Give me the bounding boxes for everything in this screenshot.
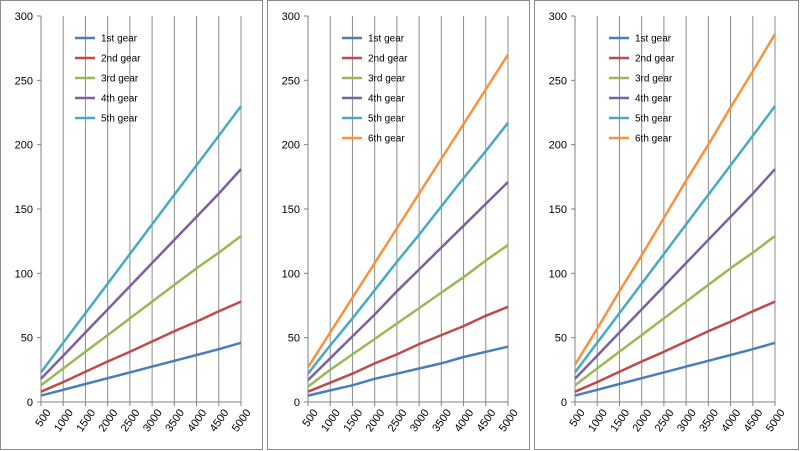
x-tick-label: 4000 bbox=[185, 407, 209, 434]
legend-label: 1st gear bbox=[635, 34, 672, 45]
y-tick-label: 200 bbox=[282, 140, 300, 152]
y-tick-label: 250 bbox=[15, 75, 33, 87]
series-line-4th-gear bbox=[40, 168, 242, 380]
x-tick-label: 3500 bbox=[430, 407, 454, 434]
line-chart-2: 0 50 100 150 200 250 300 5001000150020002500300… bbox=[282, 11, 521, 434]
x-tick-label: 4000 bbox=[452, 407, 476, 434]
legend-label: 5th gear bbox=[101, 114, 138, 125]
x-tick-label: 4000 bbox=[719, 407, 743, 434]
series-line-3rd-gear bbox=[40, 235, 242, 387]
legend-label: 1st gear bbox=[101, 34, 138, 45]
x-tick-label: 2500 bbox=[119, 407, 143, 434]
y-tick-label: 100 bbox=[282, 268, 300, 280]
y-tick-label: 150 bbox=[15, 204, 33, 216]
y-tick-label: 250 bbox=[549, 75, 567, 87]
y-tick-label: 0 bbox=[561, 397, 567, 409]
x-tick-label: 1000 bbox=[586, 407, 610, 434]
legend-label: 6th gear bbox=[368, 134, 405, 145]
x-tick-label: 1500 bbox=[341, 407, 365, 434]
series-line-6th-gear bbox=[573, 33, 777, 366]
x-tick-label: 2000 bbox=[97, 407, 121, 434]
legend-label: 4th gear bbox=[101, 94, 138, 105]
chart-panel-1: 0 50 100 150 200 250 300 500 1000 1500 2000 2500 300… bbox=[0, 0, 263, 450]
y-tick-label: 50 bbox=[555, 333, 567, 345]
series-line-5th-gear bbox=[573, 105, 777, 374]
x-tick-label: 5000 bbox=[497, 407, 521, 434]
legend-label: 3rd gear bbox=[101, 74, 139, 85]
y-tick-label: 300 bbox=[15, 11, 33, 23]
legend-label: 4th gear bbox=[635, 94, 672, 105]
chart-panel-2: 0 50 100 150 200 250 300 500 1000 1500 2000 2500 300… bbox=[267, 0, 530, 450]
y-tick-label: 250 bbox=[282, 75, 300, 87]
series-line-6th-gear bbox=[306, 53, 510, 368]
legend-label: 4th gear bbox=[368, 94, 405, 105]
x-tick-label: 1000 bbox=[52, 407, 76, 434]
x-tick-label: 3500 bbox=[697, 407, 721, 434]
y-tick-label: 150 bbox=[282, 204, 300, 216]
x-tick-label: 4500 bbox=[208, 407, 232, 434]
x-tick-label: 3000 bbox=[675, 407, 699, 434]
series-line-3rd-gear bbox=[574, 235, 776, 387]
y-tick-label: 100 bbox=[549, 268, 567, 280]
x-tick-label: 3000 bbox=[408, 407, 432, 434]
series-line-2nd-gear bbox=[307, 305, 509, 393]
x-tick-label: 1000 bbox=[319, 407, 343, 434]
x-tick-label: 5000 bbox=[230, 407, 254, 434]
series-line-5th-gear bbox=[39, 105, 243, 374]
y-tick-label: 0 bbox=[294, 397, 300, 409]
y-tick-label: 200 bbox=[549, 140, 567, 152]
series-line-5th-gear bbox=[307, 122, 509, 375]
x-tick-label: 2500 bbox=[653, 407, 677, 434]
series-line-4th-gear bbox=[574, 168, 776, 380]
y-tick-label: 200 bbox=[15, 140, 33, 152]
x-tick-label: 500 bbox=[567, 407, 587, 429]
series-line-3rd-gear bbox=[307, 243, 509, 388]
series-line-2nd-gear bbox=[40, 300, 242, 393]
series-line-1st-gear bbox=[574, 341, 776, 397]
legend-label: 2nd gear bbox=[101, 54, 141, 65]
x-tick-label: 500 bbox=[300, 407, 320, 429]
y-tick-label: 50 bbox=[21, 333, 33, 345]
x-tick-label: 500 bbox=[33, 407, 53, 429]
series-line-4th-gear bbox=[307, 181, 509, 381]
series-line-1st-gear bbox=[40, 341, 242, 397]
x-tick-label: 4500 bbox=[475, 407, 499, 434]
y-tick-label: 300 bbox=[549, 11, 567, 23]
legend-label: 3rd gear bbox=[368, 74, 406, 85]
x-tick-label: 1500 bbox=[74, 407, 98, 434]
x-tick-label: 1500 bbox=[608, 407, 632, 434]
legend-label: 2nd gear bbox=[368, 54, 408, 65]
legend-label: 5th gear bbox=[368, 114, 405, 125]
y-tick-label: 50 bbox=[288, 333, 300, 345]
series-line-1st-gear bbox=[307, 345, 509, 397]
x-tick-label: 2000 bbox=[364, 407, 388, 434]
x-tick-label: 5000 bbox=[764, 407, 788, 434]
x-tick-label: 3500 bbox=[163, 407, 187, 434]
legend-label: 5th gear bbox=[635, 114, 672, 125]
chart-panel-3: 0 50 100 150 200 250 300 500 1000 1500 2000 2500 300… bbox=[534, 0, 799, 450]
x-tick-label: 2500 bbox=[386, 407, 410, 434]
line-chart-1: 0 50 100 150 200 250 300 5001000150020002500300… bbox=[15, 11, 254, 434]
y-tick-label: 100 bbox=[15, 268, 33, 280]
y-tick-label: 300 bbox=[282, 11, 300, 23]
legend-label: 1st gear bbox=[368, 34, 405, 45]
series-line-2nd-gear bbox=[574, 300, 776, 393]
legend-label: 6th gear bbox=[635, 134, 672, 145]
x-tick-label: 2000 bbox=[631, 407, 655, 434]
y-tick-label: 150 bbox=[549, 204, 567, 216]
y-tick-label: 0 bbox=[27, 397, 33, 409]
legend-label: 3rd gear bbox=[635, 74, 673, 85]
x-tick-label: 4500 bbox=[742, 407, 766, 434]
legend-label: 2nd gear bbox=[635, 54, 675, 65]
x-tick-label: 3000 bbox=[141, 407, 165, 434]
line-chart-3: 0 50 100 150 200 250 300 5001000150020002500300… bbox=[549, 11, 788, 434]
